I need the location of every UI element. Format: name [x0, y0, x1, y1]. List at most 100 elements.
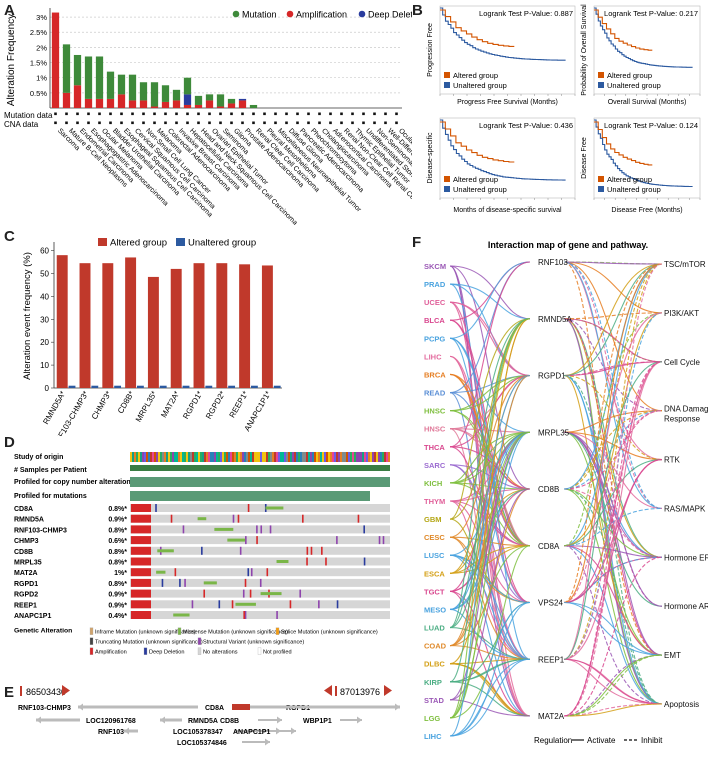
oncoprint-gene-label: REEP1 [14, 602, 37, 609]
edge-cancer-gene [449, 374, 531, 448]
a-bar-amplification [183, 104, 192, 108]
c-bar-unaltered [114, 385, 122, 388]
oncoprint-alteration [259, 578, 262, 587]
a-cna-data-mark [109, 121, 112, 125]
a-cna-data-mark [340, 121, 343, 125]
edge-cancer-gene [449, 283, 531, 320]
study-of-origin-cell [130, 452, 132, 462]
c-y-axis-title: Alteration event frequency (%) [22, 252, 33, 380]
gene-label: LOC105374846 [177, 740, 227, 747]
a-bar-amplification [194, 104, 203, 108]
oncoprint-track-label: Profiled for mutations [14, 493, 87, 500]
oncoprint-amplification [131, 504, 151, 512]
c-bar-altered [147, 276, 159, 388]
oncoprint-row-bg [130, 546, 390, 555]
a-mutation-data-mark [219, 112, 222, 116]
oncoprint-alteration [363, 525, 365, 534]
pathway-node-label: PI3K/AKT [664, 309, 699, 318]
c-y-tick-label: 10 [40, 361, 49, 370]
a-mutation-data-mark [395, 112, 398, 116]
oncoprint-missense [235, 602, 256, 606]
oncoprint-missense [197, 517, 207, 521]
c-bar-altered [125, 257, 137, 388]
a-mutation-data-mark [208, 112, 211, 116]
a-cna-data-mark [142, 121, 145, 125]
study-of-origin-cell [220, 452, 222, 462]
study-of-origin-cell [388, 452, 390, 462]
c-y-tick-label: 20 [40, 338, 49, 347]
study-of-origin-cell [176, 452, 178, 462]
panel-label-d: D [4, 434, 15, 451]
km-plot-3: Logrank Test P-Value: 0.436 Disease-speci… [427, 117, 576, 214]
oncoprint-amplification [131, 578, 151, 587]
pathway-node-label: EMT [664, 651, 681, 660]
alteration-frequency-chart: Alteration Frequency 0.5%1%1.5%2%2.5%3% … [4, 8, 412, 225]
study-of-origin-cell [164, 452, 166, 462]
legend-amplification-dot [286, 10, 294, 18]
oncoprint-track-label: Study of origin [14, 454, 63, 461]
edge-activate [563, 488, 663, 558]
a-mutation-data-mark [186, 112, 189, 116]
oncoprint-legend-swatch [89, 647, 94, 655]
oncoprint-amplification [131, 589, 151, 598]
a-mutation-data-mark [263, 112, 266, 116]
gene-node-label: RMND5A [538, 315, 572, 324]
a-y-axis-title: Alteration Frequency [6, 14, 17, 106]
study-of-origin-cell [304, 452, 306, 462]
study-of-origin-cell [202, 452, 204, 462]
study-of-origin-cell [192, 452, 194, 462]
cancer-node-label: LUSC [424, 551, 445, 560]
study-of-origin-cell [294, 452, 296, 462]
study-of-origin-cell [256, 452, 258, 462]
legend-deep-deletion-label: Deep Deletion [368, 10, 412, 20]
km-unaltered-curve [594, 7, 693, 68]
oncoprint-alteration [247, 504, 250, 512]
km-altered-curve [594, 121, 653, 166]
study-of-origin-cell [180, 452, 182, 462]
oncoprint-alteration [245, 536, 247, 545]
oncoprint-alteration [310, 546, 313, 555]
a-bar-mutation [106, 71, 115, 99]
study-of-origin-cell [198, 452, 200, 462]
a-cna-data-mark [219, 121, 222, 125]
study-of-origin-cell [292, 452, 294, 462]
oncoprint-alteration [363, 557, 366, 566]
cancer-node-label: READ [424, 389, 446, 398]
edge-cancer-gene [449, 554, 531, 660]
oncoprint-alteration [306, 557, 308, 566]
oncoprint-alteration [182, 525, 185, 534]
oncoprint-gene-pct: 0.4%* [108, 613, 127, 620]
a-bar-mutation [150, 82, 159, 107]
network-legend: Regulation Activate Inhibit [534, 736, 663, 745]
study-of-origin-cell [214, 452, 216, 462]
study-of-origin-cell [184, 452, 186, 462]
c-category-label: MAT2A* [159, 390, 181, 420]
km-unaltered-curve [440, 119, 566, 181]
a-mutation-data-mark [285, 112, 288, 116]
study-of-origin-cell [160, 452, 162, 462]
c-bar-altered [79, 263, 91, 388]
oncoprint-legend-item: No alterations [203, 650, 238, 656]
c-bar-unaltered [159, 385, 167, 388]
cancer-node-label: LGG [424, 714, 440, 723]
pathway-node-label: TSC/mTOR [664, 260, 706, 269]
study-of-origin-cell [258, 452, 260, 462]
study-of-origin-cell [272, 452, 274, 462]
oncoprint-row-bg [130, 504, 390, 512]
a-y-tick-label: 0.5% [30, 89, 47, 98]
legend-mutation-dot [232, 10, 240, 18]
a-gridlines [50, 16, 402, 94]
edge-activate [563, 263, 663, 547]
study-of-origin-cell [144, 452, 146, 462]
a-bar-amplification [150, 106, 159, 108]
study-of-origin-cell [350, 452, 352, 462]
network-labels: SKCM PRAD UCEC BLCA PCPG LIHC BRCA READ HNSC HNSC… [424, 258, 708, 741]
c-category-label: RGPD2* [204, 390, 227, 421]
study-of-origin-cell [200, 452, 202, 462]
edge-cancer-gene [449, 658, 531, 737]
oncoprint-legend-swatch [257, 647, 262, 655]
c-bar-unaltered [68, 385, 76, 388]
study-of-origin-cell [346, 452, 348, 462]
c-y-ticks: 0 10 20 30 40 50 60 [40, 247, 54, 393]
study-of-origin-cell [168, 452, 170, 462]
